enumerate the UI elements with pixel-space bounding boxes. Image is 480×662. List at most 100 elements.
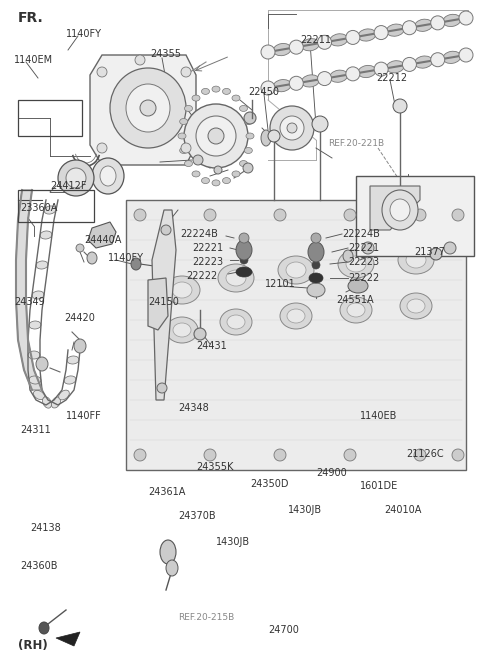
Ellipse shape <box>134 209 146 221</box>
Ellipse shape <box>244 118 252 124</box>
Ellipse shape <box>59 390 69 400</box>
Text: REF.20-215B: REF.20-215B <box>178 614 234 622</box>
Ellipse shape <box>430 248 442 260</box>
Ellipse shape <box>318 35 332 49</box>
Ellipse shape <box>343 250 353 262</box>
Ellipse shape <box>194 328 206 340</box>
Ellipse shape <box>407 299 425 313</box>
Ellipse shape <box>398 246 434 274</box>
Ellipse shape <box>36 261 48 269</box>
Ellipse shape <box>311 233 321 243</box>
Ellipse shape <box>140 100 156 116</box>
Ellipse shape <box>29 376 41 384</box>
Ellipse shape <box>358 29 376 41</box>
Ellipse shape <box>318 71 332 85</box>
Ellipse shape <box>431 53 444 67</box>
Ellipse shape <box>110 68 186 148</box>
Ellipse shape <box>226 270 246 286</box>
Ellipse shape <box>173 323 191 337</box>
Ellipse shape <box>402 21 417 34</box>
Ellipse shape <box>223 89 230 95</box>
Ellipse shape <box>330 70 348 82</box>
Ellipse shape <box>346 30 360 44</box>
Ellipse shape <box>193 155 203 165</box>
Ellipse shape <box>180 148 188 154</box>
Text: 24350D: 24350D <box>250 479 288 489</box>
Text: 1140FY: 1140FY <box>66 29 102 39</box>
Text: 24360B: 24360B <box>20 561 58 571</box>
Ellipse shape <box>261 45 275 59</box>
Ellipse shape <box>312 116 328 132</box>
Text: 1601DE: 1601DE <box>360 481 398 491</box>
Ellipse shape <box>74 339 86 353</box>
Text: 24150: 24150 <box>148 297 179 307</box>
Ellipse shape <box>51 397 60 408</box>
Text: 22212: 22212 <box>376 73 407 83</box>
Ellipse shape <box>134 449 146 461</box>
Ellipse shape <box>308 242 324 262</box>
Ellipse shape <box>382 190 418 230</box>
Text: FR.: FR. <box>18 11 44 25</box>
Text: 24440A: 24440A <box>84 235 121 245</box>
Bar <box>18 190 94 222</box>
Ellipse shape <box>87 252 97 264</box>
Ellipse shape <box>414 209 426 221</box>
Ellipse shape <box>270 106 314 150</box>
Ellipse shape <box>164 276 200 304</box>
Text: 22222: 22222 <box>186 271 217 281</box>
Ellipse shape <box>212 86 220 92</box>
Text: 24311: 24311 <box>20 425 51 435</box>
Text: 22221: 22221 <box>348 243 379 253</box>
Text: 22222: 22222 <box>348 273 379 283</box>
Ellipse shape <box>402 58 417 71</box>
Text: 1140EB: 1140EB <box>360 411 397 421</box>
Ellipse shape <box>223 177 230 183</box>
Polygon shape <box>16 190 42 390</box>
Ellipse shape <box>347 303 365 317</box>
Ellipse shape <box>287 309 305 323</box>
Ellipse shape <box>338 250 374 278</box>
Polygon shape <box>152 210 176 400</box>
Ellipse shape <box>204 209 216 221</box>
Polygon shape <box>90 55 196 165</box>
Ellipse shape <box>344 209 356 221</box>
Ellipse shape <box>346 67 360 81</box>
Ellipse shape <box>278 256 314 284</box>
Ellipse shape <box>40 231 52 239</box>
Text: 22224B: 22224B <box>342 229 380 239</box>
Text: REF.20-221B: REF.20-221B <box>328 140 384 148</box>
Text: 23360A: 23360A <box>20 203 58 213</box>
Text: 24348: 24348 <box>178 403 209 413</box>
Text: 22211: 22211 <box>300 35 331 45</box>
Ellipse shape <box>192 171 200 177</box>
Ellipse shape <box>220 309 252 335</box>
Text: 22224B: 22224B <box>180 229 218 239</box>
Ellipse shape <box>273 79 291 92</box>
Ellipse shape <box>330 34 348 46</box>
Polygon shape <box>126 200 466 470</box>
Ellipse shape <box>287 123 297 133</box>
Ellipse shape <box>243 163 253 173</box>
Ellipse shape <box>227 315 245 329</box>
Polygon shape <box>370 186 420 230</box>
Ellipse shape <box>443 15 461 26</box>
Ellipse shape <box>202 89 209 95</box>
Ellipse shape <box>444 242 456 254</box>
Ellipse shape <box>97 67 107 77</box>
Ellipse shape <box>212 180 220 186</box>
Bar <box>18 100 82 136</box>
Ellipse shape <box>208 128 224 144</box>
Ellipse shape <box>34 391 45 400</box>
Text: 24355K: 24355K <box>196 462 233 472</box>
Ellipse shape <box>431 16 444 30</box>
Text: 24412F: 24412F <box>50 181 86 191</box>
Ellipse shape <box>346 256 366 272</box>
Text: 24355: 24355 <box>150 49 181 59</box>
Ellipse shape <box>289 40 303 54</box>
Text: 12101: 12101 <box>265 279 296 289</box>
Ellipse shape <box>43 397 51 408</box>
Ellipse shape <box>178 133 186 139</box>
Ellipse shape <box>268 130 280 142</box>
Text: (RH): (RH) <box>18 639 48 651</box>
Text: 22223: 22223 <box>348 257 379 267</box>
